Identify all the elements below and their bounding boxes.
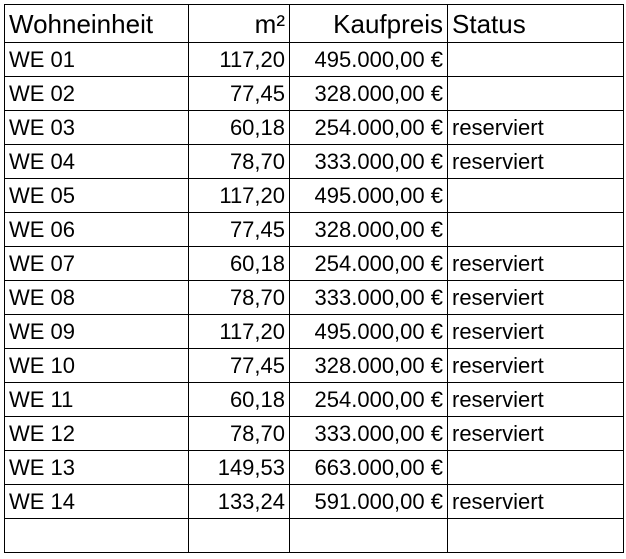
empty-cell-unit[interactable] <box>4 518 189 553</box>
table-row: WE 11 60,18 254.000,00 € reserviert <box>4 382 624 417</box>
header-cell-area[interactable]: m² <box>188 4 290 43</box>
cell-price[interactable]: 591.000,00 € <box>289 484 448 519</box>
cell-area[interactable]: 77,45 <box>188 348 290 383</box>
cell-unit[interactable]: WE 08 <box>4 280 189 315</box>
spreadsheet: Wohneinheit m² Kaufpreis Status WE 01 117… <box>4 4 624 553</box>
table-row: WE 02 77,45 328.000,00 € <box>4 76 624 111</box>
cell-status[interactable]: reserviert <box>447 348 624 383</box>
cell-unit[interactable]: WE 14 <box>4 484 189 519</box>
cell-unit[interactable]: WE 02 <box>4 76 189 111</box>
cell-status[interactable]: reserviert <box>447 110 624 145</box>
cell-unit[interactable]: WE 13 <box>4 450 189 485</box>
cell-status[interactable]: reserviert <box>447 246 624 281</box>
cell-status[interactable]: reserviert <box>447 280 624 315</box>
cell-price[interactable]: 333.000,00 € <box>289 144 448 179</box>
cell-price[interactable]: 328.000,00 € <box>289 212 448 247</box>
cell-status[interactable] <box>447 76 624 111</box>
table-body: WE 01 117,20 495.000,00 € WE 02 77,45 328.000… <box>4 42 624 553</box>
cell-status[interactable]: reserviert <box>447 484 624 519</box>
cell-price[interactable]: 333.000,00 € <box>289 416 448 451</box>
table-row: WE 14 133,24 591.000,00 € reserviert <box>4 484 624 519</box>
cell-unit[interactable]: WE 04 <box>4 144 189 179</box>
cell-price[interactable]: 663.000,00 € <box>289 450 448 485</box>
cell-area[interactable]: 77,45 <box>188 212 290 247</box>
cell-area[interactable]: 117,20 <box>188 42 290 77</box>
cell-price[interactable]: 495.000,00 € <box>289 314 448 349</box>
cell-area[interactable]: 60,18 <box>188 246 290 281</box>
cell-status[interactable]: reserviert <box>447 382 624 417</box>
cell-unit[interactable]: WE 06 <box>4 212 189 247</box>
table-row: WE 05 117,20 495.000,00 € <box>4 178 624 213</box>
cell-status[interactable] <box>447 42 624 77</box>
cell-price[interactable]: 328.000,00 € <box>289 348 448 383</box>
cell-area[interactable]: 78,70 <box>188 416 290 451</box>
header-cell-unit[interactable]: Wohneinheit <box>4 4 189 43</box>
cell-unit[interactable]: WE 12 <box>4 416 189 451</box>
cell-unit[interactable]: WE 01 <box>4 42 189 77</box>
cell-unit[interactable]: WE 05 <box>4 178 189 213</box>
cell-price[interactable]: 254.000,00 € <box>289 382 448 417</box>
cell-status[interactable]: reserviert <box>447 314 624 349</box>
cell-area[interactable]: 77,45 <box>188 76 290 111</box>
cell-area[interactable]: 117,20 <box>188 178 290 213</box>
empty-row <box>4 518 624 553</box>
header-row: Wohneinheit m² Kaufpreis Status <box>4 4 624 43</box>
cell-price[interactable]: 254.000,00 € <box>289 110 448 145</box>
cell-status[interactable] <box>447 178 624 213</box>
cell-status[interactable] <box>447 450 624 485</box>
cell-unit[interactable]: WE 07 <box>4 246 189 281</box>
table-row: WE 06 77,45 328.000,00 € <box>4 212 624 247</box>
units-table: Wohneinheit m² Kaufpreis Status WE 01 117… <box>4 4 624 553</box>
table-row: WE 09 117,20 495.000,00 € reserviert <box>4 314 624 349</box>
cell-price[interactable]: 328.000,00 € <box>289 76 448 111</box>
table-row: WE 03 60,18 254.000,00 € reserviert <box>4 110 624 145</box>
table-row: WE 13 149,53 663.000,00 € <box>4 450 624 485</box>
table-row: WE 07 60,18 254.000,00 € reserviert <box>4 246 624 281</box>
cell-status[interactable] <box>447 212 624 247</box>
cell-price[interactable]: 254.000,00 € <box>289 246 448 281</box>
cell-unit[interactable]: WE 03 <box>4 110 189 145</box>
cell-area[interactable]: 60,18 <box>188 382 290 417</box>
table-row: WE 10 77,45 328.000,00 € reserviert <box>4 348 624 383</box>
empty-cell-area[interactable] <box>188 518 290 553</box>
cell-unit[interactable]: WE 09 <box>4 314 189 349</box>
header-cell-status[interactable]: Status <box>447 4 624 43</box>
cell-area[interactable]: 133,24 <box>188 484 290 519</box>
cell-unit[interactable]: WE 10 <box>4 348 189 383</box>
cell-price[interactable]: 333.000,00 € <box>289 280 448 315</box>
cell-area[interactable]: 117,20 <box>188 314 290 349</box>
table-row: WE 01 117,20 495.000,00 € <box>4 42 624 77</box>
cell-status[interactable]: reserviert <box>447 416 624 451</box>
cell-price[interactable]: 495.000,00 € <box>289 42 448 77</box>
empty-cell-price[interactable] <box>289 518 448 553</box>
cell-area[interactable]: 149,53 <box>188 450 290 485</box>
table-row: WE 08 78,70 333.000,00 € reserviert <box>4 280 624 315</box>
cell-area[interactable]: 78,70 <box>188 144 290 179</box>
cell-area[interactable]: 78,70 <box>188 280 290 315</box>
cell-price[interactable]: 495.000,00 € <box>289 178 448 213</box>
table-row: WE 12 78,70 333.000,00 € reserviert <box>4 416 624 451</box>
table-row: WE 04 78,70 333.000,00 € reserviert <box>4 144 624 179</box>
cell-unit[interactable]: WE 11 <box>4 382 189 417</box>
header-cell-price[interactable]: Kaufpreis <box>289 4 448 43</box>
empty-cell-status[interactable] <box>447 518 624 553</box>
cell-status[interactable]: reserviert <box>447 144 624 179</box>
cell-area[interactable]: 60,18 <box>188 110 290 145</box>
